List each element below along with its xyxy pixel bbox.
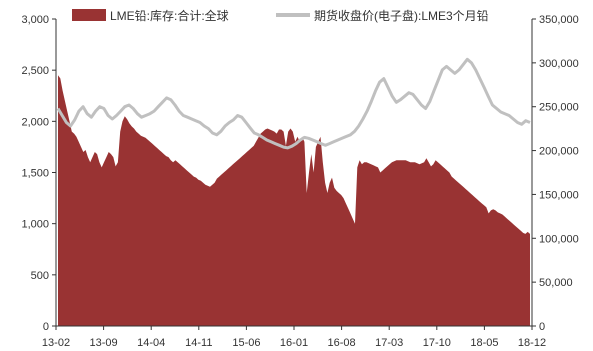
y-left-tick-label: 2,000 [21, 116, 49, 128]
y-right-tick-label: 300,000 [539, 58, 579, 70]
x-tick-label: 13-09 [90, 337, 118, 349]
x-tick-label: 15-06 [232, 337, 260, 349]
y-right-tick-label: 350,000 [539, 14, 579, 26]
x-tick-label: 13-02 [42, 337, 70, 349]
plot-area [56, 57, 531, 326]
y-right-tick-label: 100,000 [539, 233, 579, 245]
x-tick-label: 18-12 [518, 337, 546, 349]
y-right-tick-label: 50,000 [539, 277, 573, 289]
legend-label-stock: LME铅:库存:合计:全球 [110, 8, 229, 23]
series-stock-area [58, 75, 530, 326]
y-left-tick-label: 0 [43, 321, 49, 333]
y-right-tick-label: 150,000 [539, 189, 579, 201]
y-left-tick-label: 1,000 [21, 219, 49, 231]
y-left-tick-label: 500 [31, 270, 49, 282]
x-tick-label: 14-04 [137, 337, 165, 349]
y-left-tick-label: 2,500 [21, 65, 49, 77]
legend-label-price: 期货收盘价(电子盘):LME3个月铅 [314, 8, 489, 23]
x-tick-label: 16-01 [280, 337, 308, 349]
y-right-tick-label: 200,000 [539, 146, 579, 158]
x-tick-label: 16-08 [328, 337, 356, 349]
x-tick-label: 17-03 [375, 337, 403, 349]
y-left-tick-label: 3,000 [21, 14, 49, 26]
x-tick-label: 18-05 [470, 337, 498, 349]
y-right-tick-label: 250,000 [539, 102, 579, 114]
axes: 0 500 1,000 1,500 2,000 2,500 3,000 0 50,000 100,… [21, 14, 578, 349]
legend-swatch-stock [72, 9, 106, 21]
y-right-tick-label: 0 [539, 321, 545, 333]
y-left-tick-label: 1,500 [21, 168, 49, 180]
series-price-line [56, 57, 531, 150]
x-tick-label: 14-11 [185, 337, 212, 349]
legend: LME铅:库存:合计:全球 期货收盘价(电子盘):LME3个月铅 [72, 8, 489, 23]
x-tick-label: 17-10 [423, 337, 451, 349]
